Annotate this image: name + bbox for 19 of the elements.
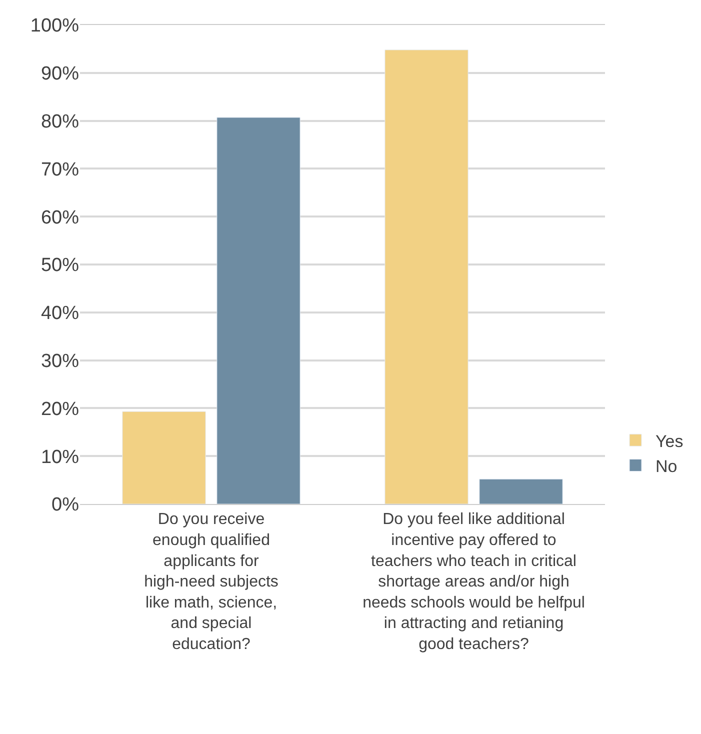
y-tick-label: 100% [30,16,80,37]
bar [216,117,300,504]
bar [384,50,468,504]
y-tick-label: 80% [40,111,80,132]
bar [479,478,563,504]
y-tick-label: 90% [40,64,80,85]
y-tick-label: 30% [40,350,80,372]
y-tick-label: 10% [40,446,80,468]
y-tick-label: 20% [40,398,80,420]
legend-label: Yes [656,432,684,451]
y-tick-label: 0% [52,494,80,516]
y-tick-label: 70% [40,159,80,180]
x-tick-label: Do you feel like additional incentive pay offered to teachers who teach in critical shortage areas and/or high needs schools would be helfpul in attracting and retianing good teachers? [362,511,585,653]
y-tick-label: 50% [40,255,80,276]
x-tick-label: Do you receive enough qualified applicants for high-need subjects like math, science, and special education? [144,511,278,653]
legend-label: No [656,456,678,476]
y-tick-label: 40% [40,303,80,324]
y-tick-label: 60% [40,207,80,228]
bar [122,411,206,504]
